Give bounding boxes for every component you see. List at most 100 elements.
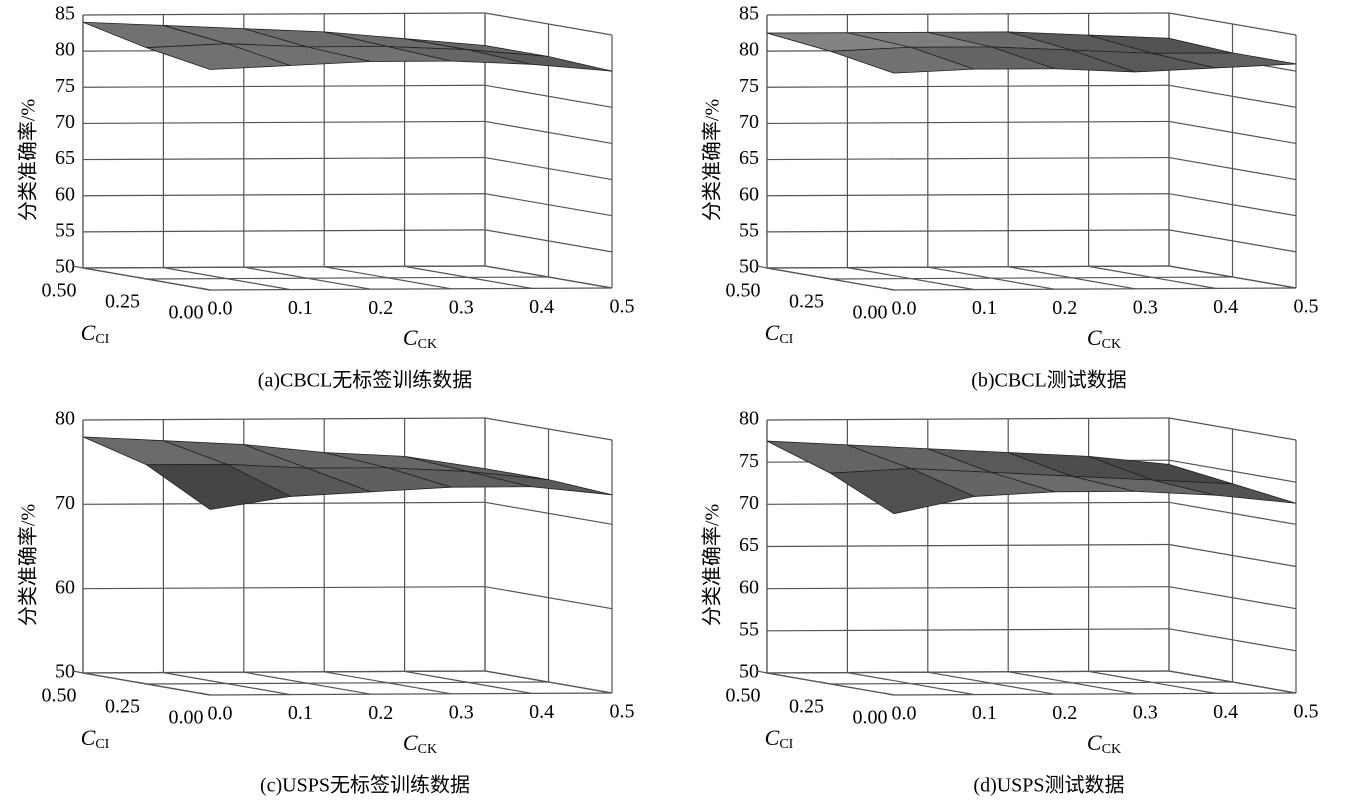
z-tick-label: 70: [55, 111, 75, 133]
grid-line: [893, 692, 1297, 696]
y-tick-label: 0.25: [105, 291, 140, 313]
x-tick-label: 0.4: [1213, 296, 1238, 318]
x-tick-label: 0.2: [1052, 702, 1077, 724]
x-tick-label: 0.1: [288, 702, 313, 724]
z-tick-label: 60: [739, 183, 759, 205]
z-tick-label: 70: [739, 492, 759, 514]
x-axis-label-sub: CK: [1102, 337, 1121, 352]
chart-caption: (c)USPS无标签训练数据: [260, 774, 470, 797]
grid-line: [82, 193, 486, 197]
tick-mark: [72, 670, 84, 674]
grid-line: [766, 417, 1170, 421]
y-axis-label-sub: CI: [95, 737, 109, 752]
y-axis-label: CCI: [765, 320, 794, 347]
surface-patch: [468, 49, 613, 72]
y-tick-label: 0.25: [789, 696, 824, 718]
z-axis-label: 分类准确率/%: [701, 504, 724, 626]
grid-line: [766, 670, 1170, 674]
x-tick-label: 0.0: [208, 298, 233, 320]
grid-line: [766, 193, 1170, 197]
grid-line: [82, 586, 486, 590]
z-tick-label: 70: [739, 111, 759, 133]
x-tick-label: 0.3: [449, 296, 474, 318]
z-tick-label: 55: [739, 618, 759, 640]
y-axis-label-sub: CI: [779, 737, 793, 752]
grid-line: [766, 12, 1170, 16]
x-tick-label: 0.4: [529, 701, 554, 723]
y-tick-label: 0.00: [853, 302, 888, 324]
x-axis-label: CCK: [403, 730, 437, 757]
y-tick-label: 0.00: [169, 707, 204, 729]
grid-line: [146, 276, 549, 280]
x-tick-label: 0.5: [610, 701, 635, 723]
x-tick-label: 0.0: [208, 703, 233, 725]
z-tick-label: 60: [739, 576, 759, 598]
x-axis-label-sub: CK: [418, 337, 437, 352]
grid-line: [82, 670, 486, 674]
grid-line: [766, 156, 1170, 161]
grid-line: [209, 692, 613, 696]
panel: 50 55 60 65 70 75 80 85 0.0 0.1 0.2 0.3 0.4 0.5 0.50 0.…: [17, 3, 635, 392]
z-tick-label: 80: [55, 39, 75, 61]
axis-line: [82, 672, 211, 696]
y-axis-label-main: C: [765, 725, 780, 750]
x-axis-label: CCK: [403, 325, 437, 352]
x-axis-label-main: C: [403, 325, 418, 350]
grid-line: [766, 543, 1170, 548]
x-tick-label: 0.2: [1052, 297, 1077, 319]
x-tick-label: 0.5: [610, 296, 635, 318]
x-tick-label: 0.3: [449, 701, 474, 723]
z-tick-label: 60: [55, 183, 75, 205]
x-tick-label: 0.1: [972, 297, 997, 319]
panel: 50 55 60 65 70 75 80 0.0 0.1 0.2 0.3 0.4 0.5 0.50 0.25…: [701, 408, 1319, 797]
grid-line: [830, 276, 1233, 280]
axis-line: [766, 672, 895, 696]
z-tick-label: 65: [739, 534, 759, 556]
x-tick-label: 0.5: [1294, 701, 1319, 723]
z-tick-label: 65: [739, 147, 759, 169]
grid-line: [82, 12, 486, 16]
panel: 50 60 70 80 0.0 0.1 0.2 0.3 0.4 0.5 0.50 0.25 0.00 分类…: [17, 408, 635, 797]
z-tick-label: 85: [55, 3, 75, 25]
axis-line: [82, 267, 211, 291]
y-tick-label: 0.50: [726, 685, 761, 707]
x-axis-label-sub: CK: [1102, 742, 1121, 757]
y-axis-label-main: C: [81, 320, 96, 345]
x-tick-label: 0.2: [368, 297, 393, 319]
z-tick-label: 80: [55, 408, 75, 430]
x-axis-label-main: C: [403, 730, 418, 755]
y-tick-label: 0.00: [853, 707, 888, 729]
x-tick-label: 0.5: [1294, 296, 1319, 318]
tick-mark: [72, 265, 84, 269]
y-axis-label-sub: CI: [95, 332, 109, 347]
z-tick-label: 55: [55, 219, 75, 241]
x-tick-label: 0.4: [1213, 701, 1238, 723]
z-tick-label: 60: [55, 576, 75, 598]
z-tick-label: 50: [739, 256, 759, 278]
surface-patch: [1152, 479, 1297, 504]
grid-line: [82, 120, 486, 125]
x-tick-label: 0.1: [288, 297, 313, 319]
surface-patch: [1152, 52, 1297, 69]
x-tick-label: 0.1: [972, 702, 997, 724]
surface-patch: [468, 471, 613, 496]
x-tick-label: 0.0: [892, 298, 917, 320]
grid-line: [146, 681, 549, 685]
x-axis-label: CCK: [1087, 730, 1121, 757]
axis-line: [766, 267, 895, 291]
y-axis-label: CCI: [765, 725, 794, 752]
tick-mark: [756, 265, 768, 269]
z-tick-label: 80: [739, 39, 759, 61]
grid-line: [766, 265, 1170, 269]
y-axis-label-main: C: [81, 725, 96, 750]
grid-line: [766, 229, 1170, 233]
z-tick-label: 50: [739, 661, 759, 683]
y-tick-label: 0.00: [169, 302, 204, 324]
y-axis-label: CCI: [81, 725, 110, 752]
grid-line: [830, 681, 1233, 685]
grid-line: [82, 417, 486, 421]
grid-line: [766, 628, 1170, 632]
grid-line: [209, 287, 613, 291]
chart-caption: (b)CBCL测试数据: [971, 369, 1127, 392]
y-axis-label: CCI: [81, 320, 110, 347]
